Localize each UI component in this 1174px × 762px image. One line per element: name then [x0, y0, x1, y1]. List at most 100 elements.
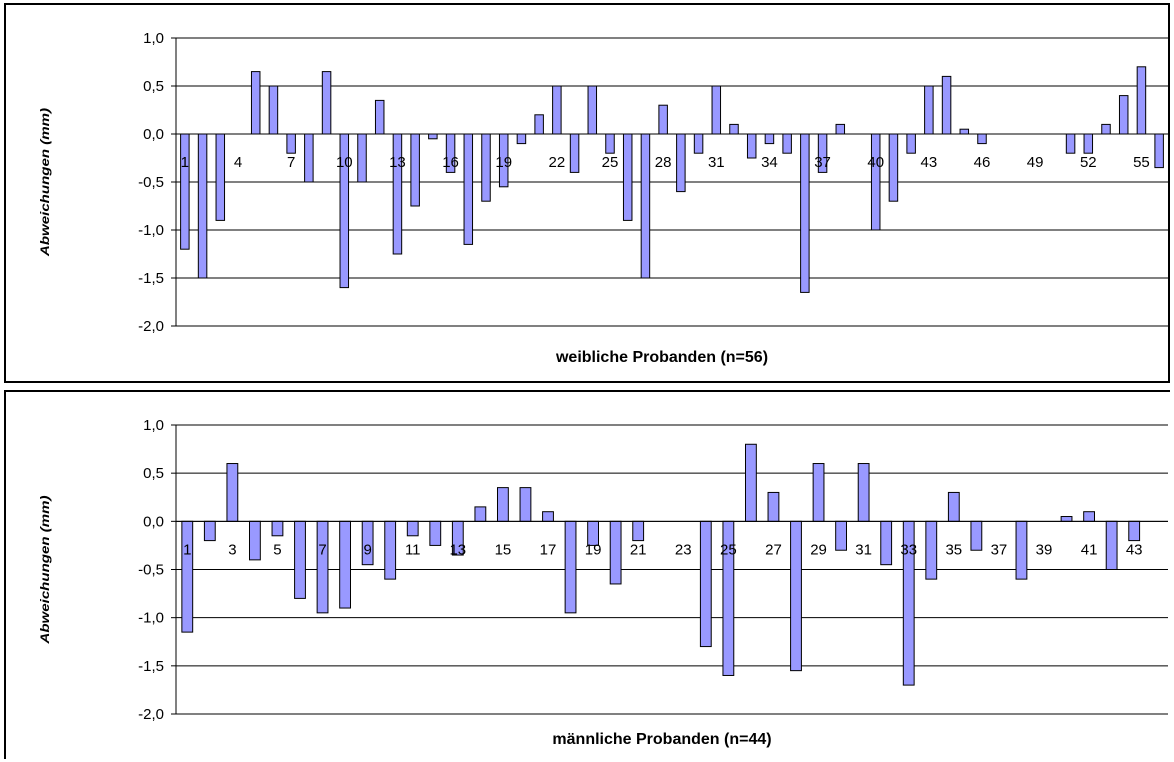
x-tick-label: 3	[228, 541, 236, 558]
bar	[977, 133, 987, 145]
bar	[812, 463, 825, 522]
x-tick-label: 43	[921, 154, 938, 171]
y-tick-label: -1,0	[138, 610, 164, 627]
bar	[744, 443, 757, 522]
x-tick-label: 37	[991, 541, 1008, 558]
bar	[870, 133, 881, 231]
y-tick-label: -0,5	[138, 562, 164, 579]
y-tick-label: 1,0	[143, 417, 164, 434]
bar	[203, 520, 216, 542]
x-tick-label: 13	[449, 541, 466, 558]
bar	[542, 511, 554, 522]
bar-chart-male: 1,00,50,0-0,5-1,0-1,5-2,01 3 5 7 9 11 13 15 17 19…	[38, 417, 1168, 748]
x-axis-title: männliche Probanden (n=44)	[552, 731, 771, 748]
x-tick-label: 27	[765, 541, 782, 558]
bar	[1083, 133, 1094, 154]
y-tick-label: -1,0	[138, 222, 164, 239]
bar	[428, 133, 438, 140]
bar	[180, 133, 190, 250]
x-tick-label: 1	[183, 541, 191, 558]
y-tick-label: 0,5	[143, 465, 164, 482]
bar	[587, 85, 598, 135]
bar	[1015, 520, 1028, 580]
bar	[693, 133, 704, 154]
bar	[632, 520, 645, 542]
bar	[392, 133, 403, 255]
bar	[941, 75, 952, 135]
x-tick-label: 4	[234, 154, 242, 171]
bar	[959, 128, 970, 135]
x-tick-label: 34	[761, 154, 778, 171]
bar	[474, 506, 487, 522]
bar	[519, 487, 532, 522]
y-tick-label: 0,0	[143, 126, 164, 143]
bar	[1060, 516, 1073, 522]
bar	[1136, 66, 1147, 135]
x-tick-label: 19	[585, 541, 602, 558]
y-axis-title: Abweichungen (mm)	[38, 496, 52, 645]
bar	[374, 99, 385, 135]
bar	[226, 463, 239, 522]
y-tick-label: 1,0	[143, 30, 164, 47]
x-tick-label: 40	[867, 154, 884, 171]
x-tick-label: 5	[273, 541, 281, 558]
x-tick-label: 19	[495, 154, 512, 171]
bar	[429, 520, 442, 546]
bar	[609, 520, 622, 585]
bar	[782, 133, 792, 154]
bar	[516, 133, 527, 145]
bar	[1101, 123, 1111, 135]
bar	[406, 520, 419, 537]
bar	[1118, 95, 1129, 135]
bar	[339, 520, 352, 609]
bar	[1154, 133, 1164, 169]
x-tick-label: 25	[602, 154, 619, 171]
bar	[906, 133, 916, 154]
bar	[924, 85, 934, 135]
y-tick-label: -1,5	[138, 658, 164, 675]
bar	[835, 123, 846, 135]
bar	[925, 520, 938, 580]
bar	[880, 520, 893, 566]
bar	[970, 520, 983, 551]
bar	[800, 133, 810, 293]
bar	[250, 71, 261, 135]
bar-chart-female: 1,0 0,5 0,0 -0,5 -1,0 -1,5 -2,0 1 4 7 10 13 16 19 22 25…	[38, 30, 1168, 366]
bar	[835, 520, 848, 551]
bar	[1083, 511, 1096, 522]
bar	[463, 133, 474, 245]
bar	[268, 85, 279, 135]
x-tick-label: 16	[442, 154, 459, 171]
x-tick-label: 9	[363, 541, 371, 558]
bar	[357, 133, 367, 183]
bar	[746, 133, 757, 159]
x-tick-label: 13	[389, 154, 406, 171]
x-tick-label: 35	[945, 541, 962, 558]
x-tick-label: 10	[336, 154, 353, 171]
bar	[676, 133, 686, 193]
x-tick-label: 52	[1080, 154, 1097, 171]
bar	[321, 71, 332, 135]
x-tick-label: 29	[810, 541, 827, 558]
x-tick-label: 1	[181, 154, 189, 171]
x-tick-label: 21	[630, 541, 647, 558]
bar	[1105, 520, 1118, 570]
bar	[569, 133, 580, 173]
bar	[564, 520, 577, 614]
y-tick-label: -2,0	[138, 706, 164, 723]
bar	[271, 520, 284, 537]
y-tick-label: 0,0	[143, 513, 164, 530]
bar	[248, 520, 261, 561]
x-tick-label: 11	[405, 541, 421, 558]
bar	[888, 133, 899, 202]
x-tick-label: 31	[708, 154, 725, 171]
bar	[316, 520, 329, 614]
x-tick-label: 41	[1081, 541, 1098, 558]
bar	[197, 133, 208, 279]
bar	[767, 491, 780, 522]
bar	[552, 85, 562, 135]
x-tick-label: 28	[655, 154, 672, 171]
y-tick-label: -0,5	[138, 174, 164, 191]
bar	[181, 520, 194, 633]
bar	[496, 487, 509, 522]
